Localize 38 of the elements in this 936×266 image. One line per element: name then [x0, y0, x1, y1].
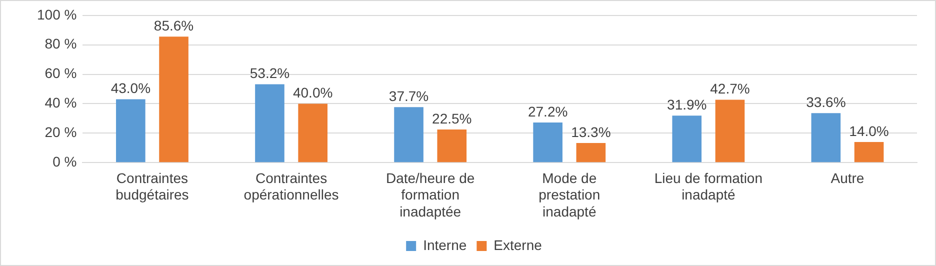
- y-tick-label: 80 %: [44, 36, 77, 52]
- bar: [715, 100, 745, 162]
- x-tick-label: Mode de prestation inadapté: [538, 170, 600, 220]
- data-label: 37.7%: [388, 88, 429, 104]
- y-tick-label: 60 %: [44, 65, 77, 82]
- data-label: 14.0%: [849, 122, 889, 139]
- data-label: 27.2%: [528, 103, 568, 120]
- bar: [116, 99, 146, 162]
- data-label: 53.2%: [250, 65, 290, 82]
- bar: [255, 84, 284, 162]
- data-label: 22.5%: [432, 110, 472, 126]
- data-label: 13.3%: [571, 124, 611, 140]
- bar: [811, 113, 841, 162]
- x-tick-label: Date/heure de formation inadaptée: [386, 170, 475, 220]
- bar: [672, 116, 702, 162]
- data-label: 85.6%: [154, 17, 194, 34]
- y-tick-label: 40 %: [44, 94, 77, 111]
- x-tick-label: Autre: [830, 170, 864, 186]
- y-tick-label: 20 %: [44, 124, 77, 140]
- y-tick-label: 0 %: [52, 153, 77, 170]
- bar: [394, 107, 424, 162]
- bar: [159, 36, 188, 162]
- data-label: 43.0%: [110, 80, 151, 96]
- bar: [854, 142, 884, 162]
- x-tick-label: Contraintes budgétaires: [116, 170, 189, 203]
- x-tick-label: Lieu de formation inadapté: [654, 170, 763, 203]
- legend-label: Interne: [423, 236, 467, 253]
- bar: [533, 122, 562, 162]
- bar: [576, 143, 606, 162]
- data-label: 33.6%: [806, 94, 846, 110]
- data-label: 40.0%: [292, 84, 333, 101]
- x-tick-label: Contraintes opérationnelles: [244, 170, 339, 203]
- y-tick-label: 100 %: [36, 6, 77, 22]
- legend-label: Externe: [494, 236, 542, 253]
- bar: [298, 104, 328, 162]
- data-label: 31.9%: [667, 96, 707, 113]
- data-label: 42.7%: [710, 80, 750, 97]
- bar: [437, 129, 467, 162]
